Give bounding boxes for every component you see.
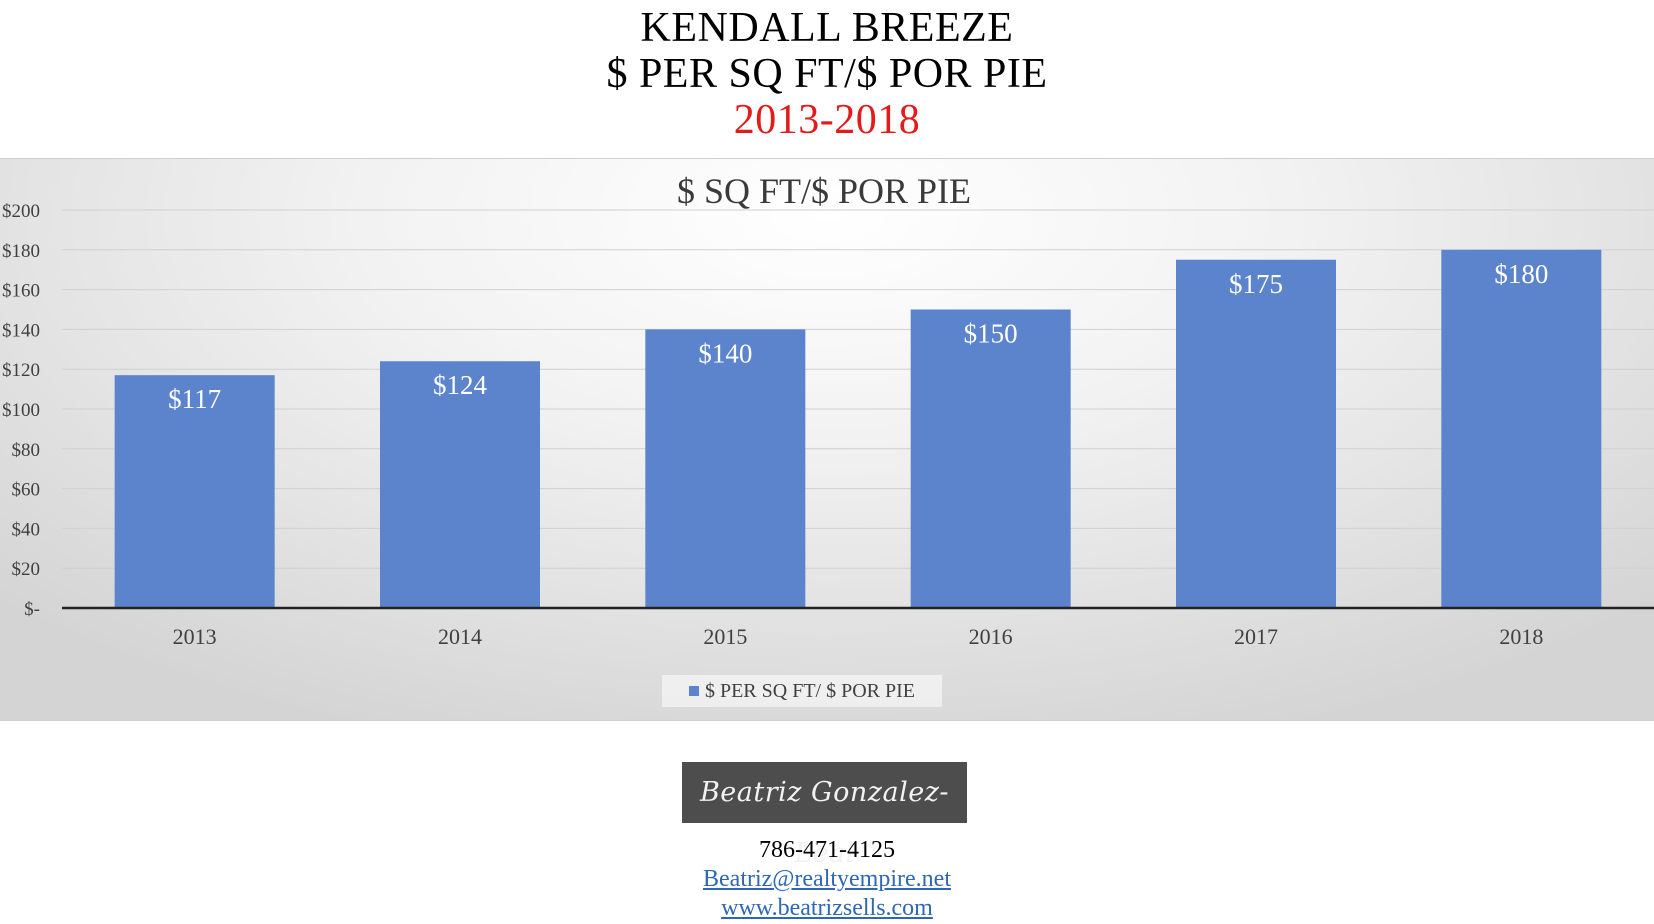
chart-legend: $ PER SQ FT/ $ POR PIE <box>662 675 942 707</box>
y-tick-label: $20 <box>12 559 41 580</box>
legend-label: $ PER SQ FT/ $ POR PIE <box>704 680 916 702</box>
legend-swatch <box>688 686 699 696</box>
email-link[interactable]: Beatriz@realtyempire.net <box>703 866 951 892</box>
data-label: $175 <box>1229 269 1283 299</box>
chart-panel: $- $20 $40 $60 $80 $100 $120 $140 $160 $180 $200 $… <box>0 158 1654 721</box>
y-tick-label: $140 <box>2 320 40 341</box>
y-axis-ticks: $- $20 $40 $60 $80 $100 $120 $140 $160 $180 $200 <box>2 201 40 620</box>
y-tick-label: $100 <box>2 400 40 421</box>
bar <box>910 309 1071 608</box>
x-tick-label: 2018 <box>1499 624 1543 649</box>
data-label: $140 <box>698 338 752 368</box>
phone-number: 786-471-4125 <box>759 837 895 863</box>
page-years: 2013-2018 <box>733 97 921 143</box>
page-header: KENDALL BREEZE $ PER SQ FT/$ POR PIE 201… <box>0 0 1654 143</box>
y-tick-label: $80 <box>12 440 41 461</box>
bar <box>114 375 275 608</box>
y-tick-label: $- <box>24 599 40 620</box>
x-tick-label: 2014 <box>438 624 482 649</box>
y-tick-label: $40 <box>12 519 41 540</box>
contact-info: 786-471-4125 Beatriz@realtyempire.net ww… <box>0 836 1654 923</box>
x-tick-label: 2015 <box>703 624 747 649</box>
website-link[interactable]: www.beatrizsells.com <box>721 895 933 921</box>
data-label: $180 <box>1494 259 1548 289</box>
data-labels: $117 $124 $140 $150 $175 $180 <box>168 259 1548 414</box>
bar <box>1176 259 1336 608</box>
data-label: $150 <box>964 319 1018 349</box>
bar-chart: $- $20 $40 $60 $80 $100 $120 $140 $160 $180 $200 $… <box>2 171 1654 649</box>
page-subtitle: $ PER SQ FT/$ POR PIE <box>606 51 1048 97</box>
data-label: $117 <box>168 384 221 414</box>
page-title: KENDALL BREEZE <box>640 5 1014 51</box>
x-axis-ticks: 2013 2014 2015 2016 2017 2018 <box>173 624 1544 649</box>
bars <box>114 249 1602 609</box>
x-tick-label: 2016 <box>969 624 1013 649</box>
y-tick-label: $60 <box>12 480 41 501</box>
chart-title: $ SQ FT/$ POR PIE <box>677 171 971 211</box>
y-tick-label: $120 <box>2 360 40 381</box>
y-tick-label: $180 <box>2 241 40 262</box>
y-tick-label: $200 <box>2 201 40 222</box>
bar <box>1441 249 1602 609</box>
bar <box>380 361 540 608</box>
signature-logo: Beatriz Gonzalez-Leal <box>682 762 967 869</box>
x-tick-label: 2013 <box>173 624 217 649</box>
grid-lines <box>62 209 1654 569</box>
y-tick-label: $160 <box>2 281 40 302</box>
x-tick-label: 2017 <box>1234 624 1278 649</box>
data-label: $124 <box>433 370 488 400</box>
bar <box>645 329 806 608</box>
